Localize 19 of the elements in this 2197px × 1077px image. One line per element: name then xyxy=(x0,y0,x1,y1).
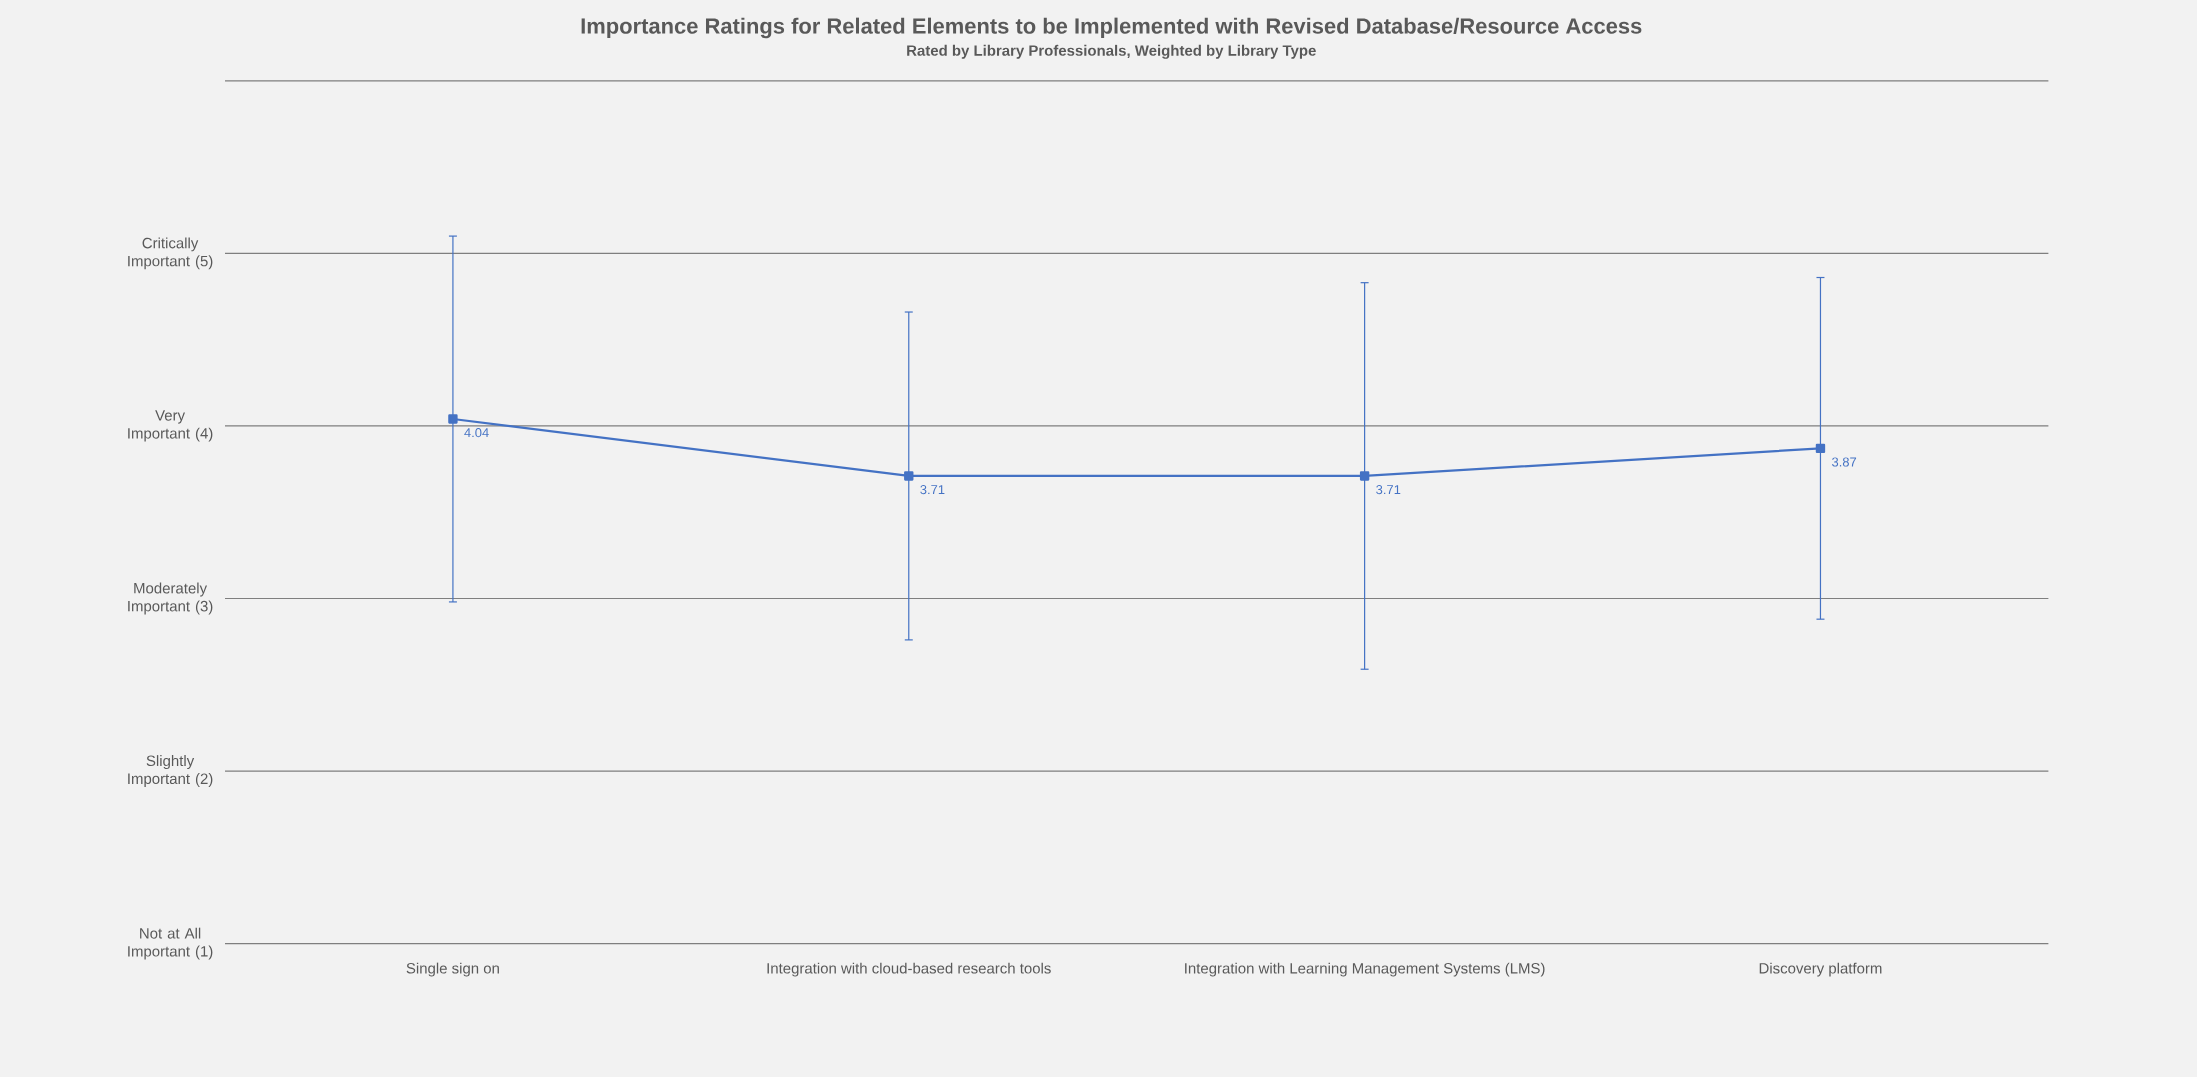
data-label: 4.04 xyxy=(464,427,489,438)
x-tick-label: Integration with Learning Management Systems (LMS) xyxy=(1185,962,1545,977)
y-tick-label: Not at All Important (1) xyxy=(128,927,213,960)
y-tick-label: Very Important (4) xyxy=(128,410,213,442)
point xyxy=(1815,443,1826,453)
data-label: 3.71 xyxy=(920,484,945,495)
data-label: 3.71 xyxy=(1376,484,1401,495)
x-tick-label: Discovery platform xyxy=(1759,962,1882,977)
y-tick-label: Slightly Important (2) xyxy=(128,754,213,787)
chart-subtitle: Rated by Library Professionals, Weighted by Library Type xyxy=(907,44,1316,59)
point xyxy=(1359,471,1370,481)
y-tick-label: Critically Important (5) xyxy=(128,237,213,270)
x-tick-label: Single sign on xyxy=(406,962,499,977)
x-tick-label: Integration with cloud-based research tools xyxy=(767,962,1051,977)
point xyxy=(448,414,458,424)
y-tick-label: Moderately Important (3) xyxy=(128,582,213,615)
data-label: 3.87 xyxy=(1832,457,1857,467)
point xyxy=(904,471,914,481)
chart-title: Importance Ratings for Related Elements to be Implemented with Revised Database/Resource Access xyxy=(581,17,1642,39)
